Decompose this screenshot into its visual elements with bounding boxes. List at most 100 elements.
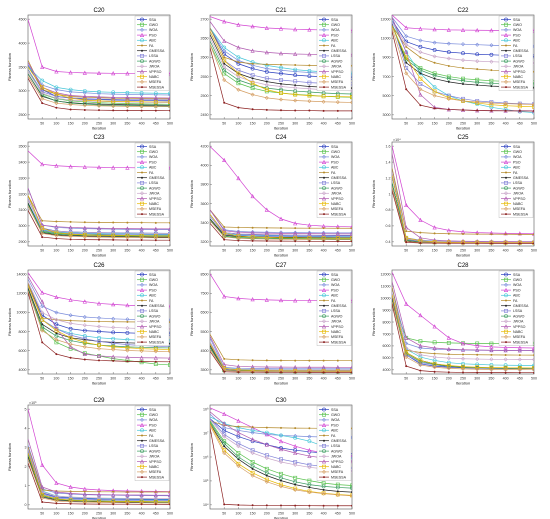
data-point: [112, 503, 115, 506]
data-point: [237, 504, 240, 507]
y-tick-label: 4200: [201, 144, 209, 148]
data-point: [250, 193, 255, 199]
legend-entry: WOA: [513, 155, 522, 159]
data-point: [418, 312, 423, 318]
data-point: [321, 99, 326, 104]
data-point: [125, 326, 130, 331]
legend-marker: [140, 201, 144, 206]
legend-marker: [323, 44, 325, 47]
data-point: [336, 490, 339, 493]
data-point: [293, 462, 298, 467]
legend-entry: FA: [513, 44, 518, 48]
data-point: [222, 425, 227, 430]
legend-marker: [504, 314, 508, 319]
legend-marker: [321, 206, 327, 211]
legend-entry: FA: [331, 171, 336, 175]
legend-entry: ABC: [331, 429, 339, 433]
legend-marker: [322, 464, 326, 469]
x-tick-label: 300: [110, 512, 116, 516]
data-point: [307, 80, 312, 85]
data-point: [111, 341, 116, 346]
data-point: [433, 61, 436, 64]
data-point: [475, 341, 480, 346]
data-point: [321, 94, 326, 99]
legend-marker: [504, 165, 508, 170]
data-point: [54, 310, 59, 315]
data-point: [68, 297, 73, 302]
data-point: [503, 348, 508, 353]
legend-entry: GWO: [513, 150, 522, 154]
data-point: [349, 224, 352, 229]
data-point: [460, 42, 466, 47]
data-point: [125, 492, 130, 497]
data-point: [447, 108, 450, 111]
x-tick-label: 50: [222, 122, 226, 126]
y-tick-label: 10⁴: [203, 503, 209, 507]
data-point: [54, 92, 59, 97]
data-point: [126, 221, 129, 224]
data-point: [236, 430, 241, 435]
x-tick-label: 350: [306, 512, 312, 516]
data-point: [462, 371, 464, 374]
data-point: [531, 348, 534, 353]
x-tick-label: 450: [517, 122, 523, 126]
data-point: [307, 52, 312, 57]
data-point: [82, 491, 87, 497]
legend-entry: PSO: [149, 423, 157, 427]
data-point: [293, 92, 298, 97]
legend-entry: MSEFA: [149, 207, 162, 211]
legend-marker: [139, 287, 145, 293]
data-point: [322, 240, 325, 243]
legend-entry: PSO: [513, 33, 521, 37]
legend-marker: [321, 417, 327, 422]
data-point: [350, 493, 352, 498]
data-point: [125, 97, 130, 102]
legend-marker: [140, 329, 144, 334]
data-point: [294, 84, 297, 87]
data-point: [168, 363, 170, 367]
chart-panel-c23: C23 50 100 150 200 250 300 350 400 450 500 Iteratio…: [7, 135, 173, 258]
x-tick-label: 350: [306, 377, 312, 381]
data-point: [517, 241, 522, 246]
data-point: [264, 297, 269, 302]
data-point: [82, 351, 87, 357]
legend-entry: WOA: [513, 28, 522, 32]
data-point: [111, 95, 116, 100]
data-point: [307, 447, 312, 453]
legend-entry: WOA: [331, 28, 340, 32]
legend-marker: [141, 176, 143, 179]
x-axis-label: Iteration: [92, 516, 106, 519]
data-point: [447, 353, 450, 356]
data-point: [98, 359, 100, 362]
legend-marker: [322, 22, 326, 27]
data-point: [418, 87, 423, 92]
data-point: [293, 221, 298, 226]
data-point: [68, 232, 73, 237]
legend-marker: [504, 53, 508, 58]
legend-entry: AGWO: [331, 314, 343, 318]
data-point: [418, 38, 423, 43]
series-line-woa: [210, 209, 352, 234]
data-point: [97, 499, 101, 504]
data-point: [446, 95, 451, 100]
legend-marker: [503, 206, 509, 211]
y-tick-label: 3000: [19, 89, 27, 93]
legend-entry: AGWO: [149, 449, 161, 453]
legend-entry: SSA: [513, 145, 521, 149]
data-point: [265, 371, 268, 374]
legend-marker: [322, 144, 326, 149]
y-tick-label: 12000: [381, 17, 391, 21]
legend-entry: LSSA: [149, 54, 159, 58]
data-point: [432, 365, 437, 370]
data-point: [68, 333, 73, 338]
data-point: [404, 55, 409, 60]
legend-entry: FA: [149, 171, 154, 175]
legend-entry: LSSA: [513, 54, 523, 58]
data-point: [351, 359, 352, 362]
data-point: [54, 294, 59, 300]
data-point: [40, 91, 45, 96]
data-point: [222, 48, 227, 53]
data-point: [82, 234, 87, 239]
